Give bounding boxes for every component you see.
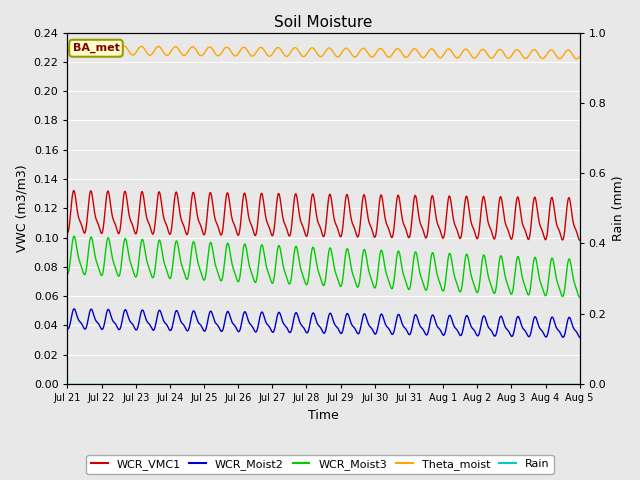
Title: Soil Moisture: Soil Moisture: [275, 15, 372, 30]
X-axis label: Time: Time: [308, 408, 339, 421]
Y-axis label: VWC (m3/m3): VWC (m3/m3): [15, 165, 28, 252]
Y-axis label: Rain (mm): Rain (mm): [612, 176, 625, 241]
Legend: WCR_VMC1, WCR_Moist2, WCR_Moist3, Theta_moist, Rain: WCR_VMC1, WCR_Moist2, WCR_Moist3, Theta_…: [86, 455, 554, 474]
Text: BA_met: BA_met: [72, 43, 120, 53]
